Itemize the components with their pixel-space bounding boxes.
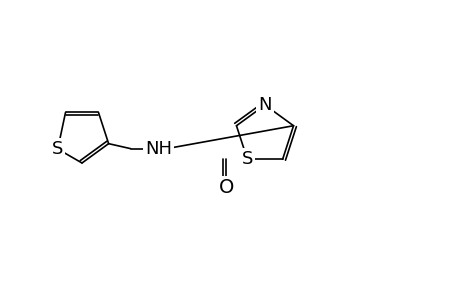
Text: S: S (52, 140, 63, 158)
Text: S: S (241, 150, 252, 168)
Text: N: N (257, 96, 271, 114)
Text: NH: NH (145, 140, 172, 158)
Text: O: O (218, 178, 233, 197)
